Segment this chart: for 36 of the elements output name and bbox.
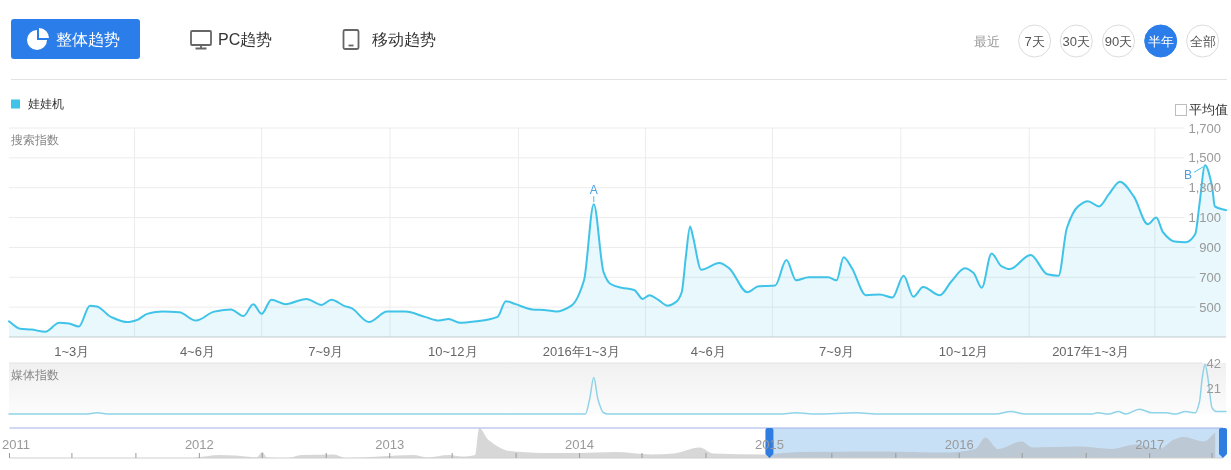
button-label: 半年 xyxy=(1147,33,1174,49)
label: 最近 xyxy=(974,33,1000,49)
tab-label: PC趋势 xyxy=(218,31,273,48)
checkbox-label: 平均值 xyxy=(1189,103,1228,117)
button-label: 7天 xyxy=(1024,33,1045,49)
x-tick-label: 2016年1~3月 xyxy=(542,343,620,359)
x-tick-label: 4~6月 xyxy=(690,343,726,359)
x-tick-label: 4~6月 xyxy=(179,343,215,359)
x-tick-label: 2017年1~3月 xyxy=(1052,343,1130,359)
axis-title: 媒体指数 xyxy=(11,368,59,382)
y-tick-label: 1,500 xyxy=(1188,150,1221,166)
axis-title: 搜索指数 xyxy=(11,133,59,147)
legend-label: 娃娃机 xyxy=(28,97,64,111)
x-tick-label: 2013 xyxy=(375,437,405,452)
button-label: 90天 xyxy=(1104,33,1133,49)
x-tick-label: 10~12月 xyxy=(428,343,478,359)
tab-label: 移动趋势 xyxy=(372,31,436,48)
x-tick-label: 2016 xyxy=(944,437,974,452)
y-tick-label: 42 xyxy=(1206,355,1221,371)
y-tick-label: 900 xyxy=(1199,239,1221,255)
x-tick-label: 2011 xyxy=(2,437,30,452)
y-tick-label: 500 xyxy=(1199,299,1221,315)
button-label: 30天 xyxy=(1062,33,1091,49)
x-tick-label: 2017 xyxy=(1135,437,1165,452)
annotation-label: B xyxy=(1184,168,1193,183)
x-tick-label: 7~9月 xyxy=(308,343,344,359)
x-tick-label: 2014 xyxy=(565,437,595,452)
x-tick-label: 10~12月 xyxy=(938,343,989,359)
annotation-label: A xyxy=(589,183,598,198)
tab-label: 整体趋势 xyxy=(56,31,120,48)
x-tick-label: 2012 xyxy=(184,437,214,452)
y-tick-label: 700 xyxy=(1199,269,1221,285)
x-tick-label: 1~3月 xyxy=(54,343,90,359)
x-tick-label: 7~9月 xyxy=(819,343,855,359)
button-label: 全部 xyxy=(1189,33,1216,49)
y-tick-label: 1,700 xyxy=(1188,120,1221,136)
